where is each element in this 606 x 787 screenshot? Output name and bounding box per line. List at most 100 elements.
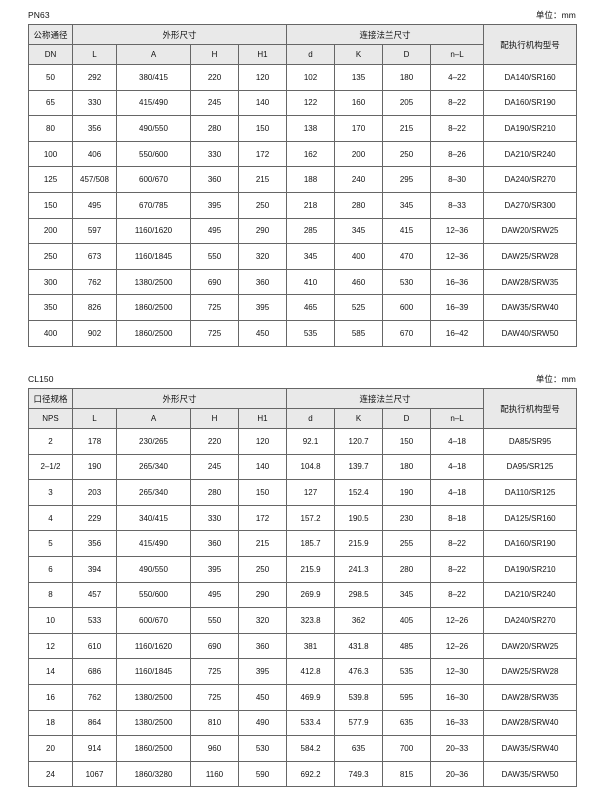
- table-header-cl150: 口径规格 外形尺寸 连接法兰尺寸 配执行机构型号 NPS L A H H1 d …: [28, 388, 578, 429]
- cell-a: 415/490: [116, 89, 191, 117]
- cell-d: 218: [286, 191, 336, 219]
- cell-size: 4: [28, 504, 73, 532]
- cell-h: 220: [190, 64, 239, 91]
- cell-k: 577.9: [334, 709, 384, 737]
- cell-h1: 150: [237, 479, 288, 506]
- cell-h: 495: [190, 581, 239, 609]
- cell-d: 215.9: [286, 555, 336, 583]
- cell-dd: 535: [382, 658, 432, 685]
- cell-h1: 450: [237, 683, 288, 711]
- cell-actuator: DAW20/SRW25: [483, 632, 578, 660]
- table-caption-row-pn63: PN63 单位：mm: [28, 10, 576, 24]
- cell-size: 400: [28, 319, 73, 347]
- cell-h: 1160: [190, 760, 239, 787]
- cell-dd: 205: [382, 89, 432, 117]
- cell-d: 269.9: [286, 581, 336, 609]
- cell-k: 476.3: [334, 658, 384, 685]
- cell-actuator: DA160/SR190: [483, 89, 578, 117]
- cell-actuator: DA240/SR270: [483, 166, 578, 193]
- cell-d: 92.1: [286, 428, 336, 455]
- cell-nl: 8–22: [430, 115, 485, 142]
- cell-actuator: DA110/SR125: [483, 479, 578, 506]
- cell-d: 410: [286, 268, 336, 296]
- cell-nl: 12–26: [430, 632, 485, 660]
- cell-a: 1380/2500: [116, 709, 191, 737]
- cell-h1: 250: [237, 191, 288, 219]
- cell-h: 280: [190, 479, 239, 506]
- cell-a: 490/550: [116, 115, 191, 142]
- table-row: 50 292 380/415 220 120 102 135 180 4–22 DA140/SR1…: [28, 64, 578, 91]
- cell-a: 1160/1620: [116, 632, 191, 660]
- header-col-nl: n–L: [430, 408, 485, 429]
- cell-nl: 16–30: [430, 683, 485, 711]
- cell-h1: 215: [237, 530, 288, 557]
- cell-dd: 485: [382, 632, 432, 660]
- cell-a: 415/490: [116, 530, 191, 557]
- cell-k: 120.7: [334, 428, 384, 455]
- header-col-d: d: [286, 44, 336, 65]
- cell-a: 1160/1845: [116, 658, 191, 685]
- cell-actuator: DAW28/SRW40: [483, 709, 578, 737]
- cell-d: 692.2: [286, 760, 336, 787]
- cell-d: 584.2: [286, 735, 336, 762]
- cell-l: 457/508: [72, 166, 117, 193]
- unit-note-cl150: 单位：mm: [535, 374, 576, 384]
- cell-h: 330: [190, 504, 239, 532]
- header-group-dimensions: 外形尺寸: [71, 24, 288, 45]
- cell-l: 610: [72, 632, 117, 660]
- table-row: 100 406 550/600 330 172 162 200 250 8–26 DA210/SR…: [28, 140, 578, 168]
- cell-dd: 250: [382, 140, 432, 168]
- cell-h1: 530: [237, 735, 288, 762]
- cell-nl: 8–30: [430, 166, 485, 193]
- cell-dd: 295: [382, 166, 432, 193]
- table-row: 125 457/508 600/670 360 215 188 240 295 8–30 DA24…: [28, 166, 578, 193]
- cell-dd: 700: [382, 735, 432, 762]
- table-body-pn63: 50 292 380/415 220 120 102 135 180 4–22 DA140/SR1…: [28, 64, 578, 347]
- cell-l: 356: [72, 115, 117, 142]
- cell-dd: 815: [382, 760, 432, 787]
- cell-h: 550: [190, 607, 239, 634]
- table-row: 150 495 670/785 395 250 218 280 345 8–33 DA270/SR…: [28, 191, 578, 219]
- cell-l: 762: [72, 268, 117, 296]
- cell-k: 345: [334, 217, 384, 245]
- cell-k: 200: [334, 140, 384, 168]
- cell-size: 20: [28, 735, 73, 762]
- cell-l: 394: [72, 555, 117, 583]
- cell-h1: 172: [237, 140, 288, 168]
- cell-h: 360: [190, 166, 239, 193]
- cell-size: 14: [28, 658, 73, 685]
- header-col-dn: DN: [28, 44, 73, 65]
- cell-h: 330: [190, 140, 239, 168]
- cell-dd: 415: [382, 217, 432, 245]
- cell-h1: 395: [237, 658, 288, 685]
- cell-h: 550: [190, 243, 239, 270]
- cell-k: 160: [334, 89, 384, 117]
- cell-size: 2: [28, 428, 73, 455]
- cell-dd: 280: [382, 555, 432, 583]
- cell-nl: 20–33: [430, 735, 485, 762]
- cell-size: 65: [28, 89, 73, 117]
- table-title-cl150: CL150: [28, 374, 54, 384]
- header-group-flange: 连接法兰尺寸: [286, 388, 485, 409]
- cell-size: 8: [28, 581, 73, 609]
- cell-d: 185.7: [286, 530, 336, 557]
- cell-d: 381: [286, 632, 336, 660]
- cell-h: 220: [190, 428, 239, 455]
- header-col-dd: D: [382, 44, 432, 65]
- table-row: 8 457 550/600 495 290 269.9 298.5 345 8–22 DA210/…: [28, 581, 578, 609]
- cell-size: 16: [28, 683, 73, 711]
- table-row: 350 826 1860/2500 725 395 465 525 600 16–39 DAW35…: [28, 294, 578, 321]
- cell-size: 3: [28, 479, 73, 506]
- cell-h: 495: [190, 217, 239, 245]
- spec-table-pn63: 公称通径 外形尺寸 连接法兰尺寸 配执行机构型号 DN L A H H1 d K…: [28, 24, 578, 347]
- table-caption-row-cl150: CL150 单位：mm: [28, 374, 576, 388]
- cell-a: 550/600: [116, 581, 191, 609]
- cell-l: 597: [72, 217, 117, 245]
- cell-h: 725: [190, 683, 239, 711]
- header-group-dimensions: 外形尺寸: [71, 388, 288, 409]
- cell-actuator: DAW35/SRW40: [483, 294, 578, 321]
- cell-h: 810: [190, 709, 239, 737]
- cell-size: 5: [28, 530, 73, 557]
- cell-k: 460: [334, 268, 384, 296]
- table-row: 16 762 1380/2500 725 450 469.9 539.8 595 16–30 DA…: [28, 683, 578, 711]
